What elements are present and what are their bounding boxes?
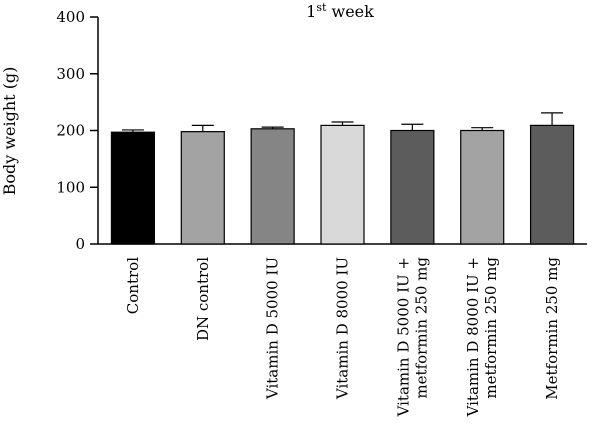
bar	[250, 128, 295, 245]
y-tick-label: 300	[56, 65, 85, 83]
y-tick-label: 400	[56, 8, 85, 26]
y-axis-title: Body weight (g)	[0, 67, 19, 196]
chart-title-text: 1st week	[306, 1, 374, 21]
bar	[320, 124, 365, 245]
y-tick-label: 200	[56, 122, 85, 140]
x-category-label: Vitamin D 5000 IU +	[394, 257, 412, 417]
bars	[110, 124, 575, 245]
x-category-label: Vitamin D 5000 IU	[264, 257, 282, 400]
bar	[529, 124, 575, 245]
x-category-label: Vitamin D 8000 IU +	[464, 257, 482, 417]
error-bars	[121, 112, 564, 133]
x-category-label: Vitamin D 8000 IU	[334, 257, 352, 400]
chart-title-rest: week	[326, 2, 374, 21]
chart-title-superscript: st	[316, 1, 327, 14]
y-axis-ticks: 0 100 200 300 400	[56, 8, 98, 253]
y-tick-label: 100	[56, 178, 85, 196]
bar	[460, 129, 505, 245]
chart-title: 1st week	[306, 1, 374, 21]
x-category-label: DN control	[194, 257, 212, 341]
x-category-label: Control	[124, 257, 142, 314]
x-axis-labels: Control DN control Vitamin D 5000 IU Vitami…	[124, 257, 561, 418]
x-category-label: Metformin 250 mg	[543, 257, 561, 400]
y-axis-label: Body weight (g)	[0, 67, 19, 196]
bar	[180, 131, 225, 245]
y-tick-label: 0	[75, 235, 85, 253]
bar	[390, 129, 435, 245]
x-category-label: metformin 250 mg	[482, 257, 500, 399]
chart-title-main: 1	[306, 2, 316, 21]
x-category-label: metformin 250 mg	[412, 257, 430, 399]
bar	[110, 131, 156, 245]
